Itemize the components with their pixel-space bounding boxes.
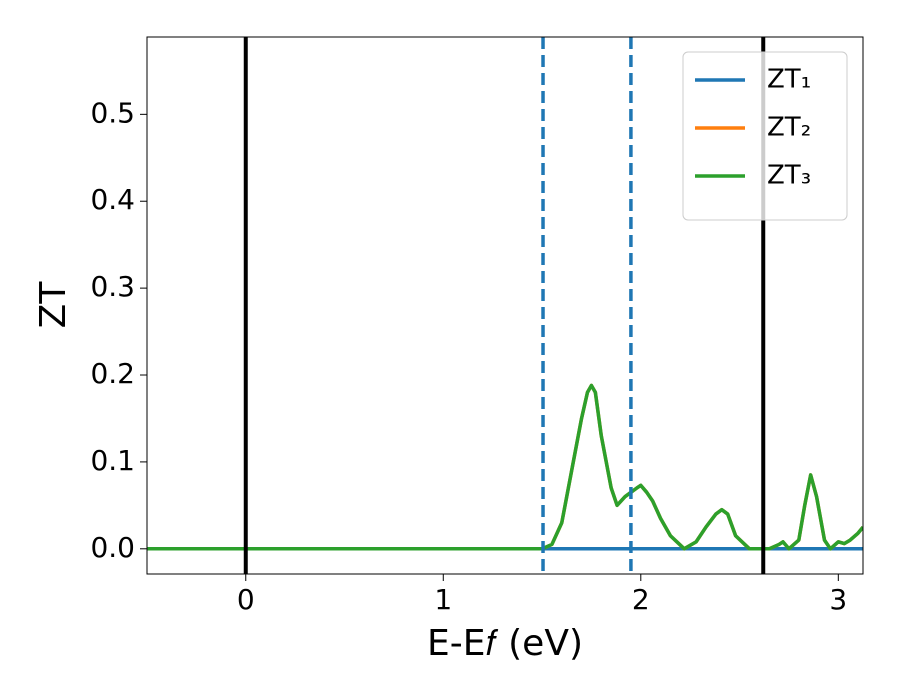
x-tick-label: 1 xyxy=(434,583,452,616)
y-tick-label: 0.3 xyxy=(90,270,135,303)
y-tick-label: 0.2 xyxy=(90,357,135,390)
x-tick-label: 2 xyxy=(632,583,650,616)
line xyxy=(147,383,863,551)
y-axis-label: ZT xyxy=(33,281,74,329)
legend-label: ZT₁ xyxy=(767,65,811,95)
x-tick-label: 3 xyxy=(829,583,847,616)
plot xyxy=(147,37,863,574)
legend-label: ZT₃ xyxy=(767,161,811,191)
plot-frame xyxy=(146,36,864,575)
y-tick-label: 0.4 xyxy=(90,183,135,216)
x-axis-label: E-E𝑓 (eV) xyxy=(427,623,583,664)
y-tick-label: 0.0 xyxy=(90,531,135,564)
legend-box xyxy=(682,51,848,221)
line xyxy=(147,383,863,551)
y-tick-label: 0.1 xyxy=(90,444,135,477)
legend-label: ZT₂ xyxy=(767,113,811,143)
y-tick-label: 0.5 xyxy=(90,96,135,129)
x-tick-label: 0 xyxy=(237,583,255,616)
